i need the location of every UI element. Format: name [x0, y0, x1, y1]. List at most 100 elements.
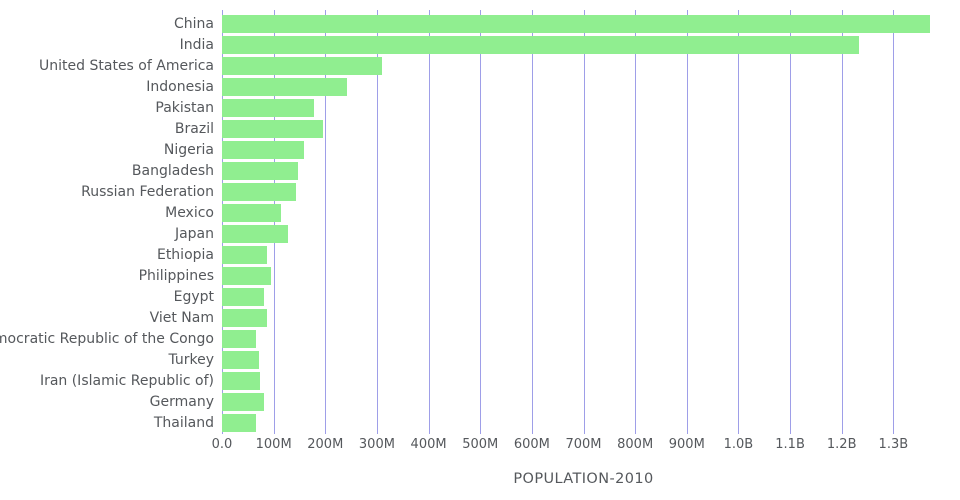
population-bar	[222, 392, 265, 411]
category-label: Japan	[0, 226, 222, 242]
gridline	[480, 10, 482, 434]
population-bar	[222, 224, 289, 243]
gridline	[531, 10, 533, 434]
category-label: China	[0, 16, 222, 32]
population-bar	[222, 56, 382, 75]
bar-row: Thailand	[0, 412, 945, 433]
x-tick-label: 100M	[255, 437, 292, 452]
x-tick-label: 400M	[410, 437, 447, 452]
category-label-text: Russian Federation	[81, 183, 214, 200]
category-label-text: Egypt	[173, 288, 214, 305]
population-bar	[222, 140, 304, 159]
gridline	[428, 10, 430, 434]
category-label: Ethiopia	[0, 247, 222, 263]
bar-track	[222, 139, 945, 160]
category-label: Bangladesh	[0, 163, 222, 179]
bar-row: United States of America	[0, 55, 945, 76]
category-label-text: Thailand	[153, 414, 214, 431]
bar-row: China	[0, 13, 945, 34]
population-bar	[222, 14, 930, 33]
population-bar	[222, 266, 271, 285]
bar-row: Russian Federation	[0, 181, 945, 202]
category-label: India	[0, 37, 222, 53]
category-label-text: Turkey	[168, 351, 214, 368]
population-bar	[222, 35, 860, 54]
bar-track	[222, 181, 945, 202]
x-tick-label: 600M	[513, 437, 550, 452]
category-label: Viet Nam	[0, 310, 222, 326]
bar-track	[222, 13, 945, 34]
category-label: Thailand	[0, 415, 222, 431]
category-label-text: United States of America	[39, 57, 214, 74]
bar-track	[222, 223, 945, 244]
gridline	[325, 10, 327, 434]
category-label-text: Germany	[149, 393, 214, 410]
bar-track	[222, 97, 945, 118]
category-label-text: Pakistan	[155, 99, 214, 116]
x-tick-label: 1.1B	[775, 437, 805, 452]
gridline	[376, 10, 378, 434]
population-bar	[222, 119, 324, 138]
category-label-text: Democratic Republic of the Congo	[0, 330, 214, 347]
gridline	[222, 10, 223, 434]
bar-track	[222, 391, 945, 412]
bar-track	[222, 76, 945, 97]
population-bar	[222, 413, 257, 432]
bar-row: Bangladesh	[0, 160, 945, 181]
bar-rows: China India United States of America Indone…	[0, 13, 945, 433]
gridline	[790, 10, 792, 434]
x-tick-label: 500M	[462, 437, 499, 452]
bar-track	[222, 370, 945, 391]
x-tick-label: 700M	[565, 437, 602, 452]
category-label: Germany	[0, 394, 222, 410]
category-label: Nigeria	[0, 142, 222, 158]
x-tick-label: 1.0B	[723, 437, 754, 452]
gridline	[686, 10, 688, 434]
category-label: Turkey	[0, 352, 222, 368]
bar-track	[222, 55, 945, 76]
x-tick-label: 200M	[307, 437, 344, 452]
x-tick-label: 800M	[617, 437, 654, 452]
bar-track	[222, 349, 945, 370]
bar-row: Ethiopia	[0, 244, 945, 265]
bar-row: Germany	[0, 391, 945, 412]
bar-track	[222, 160, 945, 181]
population-bar	[222, 371, 261, 390]
category-label-text: Japan	[174, 225, 214, 242]
bar-row: Japan	[0, 223, 945, 244]
gridline	[635, 10, 637, 434]
category-label: Philippines	[0, 268, 222, 284]
bar-track	[222, 307, 945, 328]
category-label-text: Iran (Islamic Republic of)	[39, 372, 214, 389]
category-label-text: Bangladesh	[131, 162, 214, 179]
bar-track	[222, 118, 945, 139]
gridline	[583, 10, 585, 434]
category-label-text: Philippines	[138, 267, 214, 284]
population-bar	[222, 287, 265, 306]
population-bar	[222, 245, 267, 264]
category-label-text: Indonesia	[146, 78, 214, 95]
bar-row: Iran (Islamic Republic of)	[0, 370, 945, 391]
x-tick-label: 0.0	[211, 437, 233, 452]
x-tick-label: 1.2B	[826, 437, 857, 452]
bar-track	[222, 328, 945, 349]
population-bar	[222, 77, 347, 96]
bar-track	[222, 244, 945, 265]
category-label-text: Ethiopia	[156, 246, 214, 263]
plot-gridlines	[222, 10, 945, 434]
bar-row: Viet Nam	[0, 307, 945, 328]
gridline	[893, 10, 895, 434]
category-label: Russian Federation	[0, 184, 222, 200]
category-label-text: China	[174, 15, 214, 32]
x-axis-title: POPULATION-2010	[513, 471, 654, 487]
x-tick-label: 1.3B	[878, 437, 909, 452]
population-bar	[222, 182, 296, 201]
category-label-text: Mexico	[165, 204, 214, 221]
category-label: Democratic Republic of the Congo	[0, 331, 222, 347]
bar-row: Philippines	[0, 265, 945, 286]
population-bar	[222, 98, 315, 117]
bar-row: Mexico	[0, 202, 945, 223]
category-label: Egypt	[0, 289, 222, 305]
bar-track	[222, 286, 945, 307]
